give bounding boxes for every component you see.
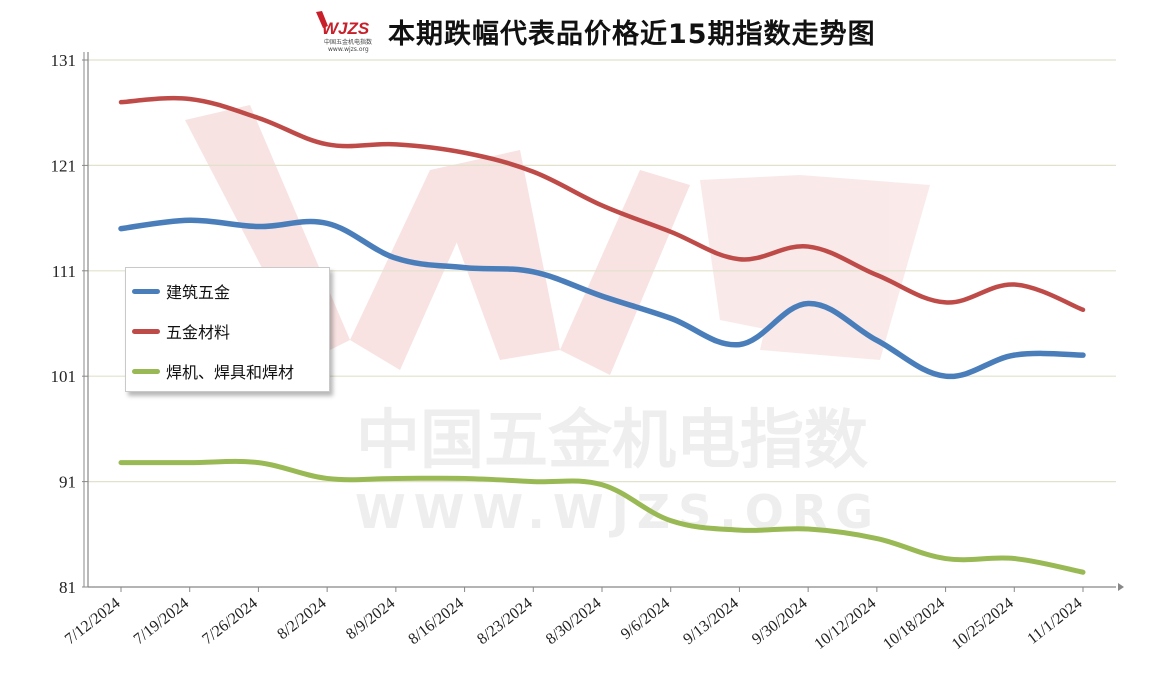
y-tick-label: 131 [51, 51, 77, 70]
x-axis-arrow [1118, 583, 1124, 591]
logo-url: www.wjzs.org [328, 46, 369, 53]
legend-item-series-1: 建筑五金 [132, 279, 230, 303]
y-tick-label: 101 [51, 367, 77, 386]
x-tick-label: 7/26/2024 [199, 595, 261, 648]
x-tick-label: 8/2/2024 [274, 595, 329, 643]
series-lines [118, 95, 1086, 575]
x-tick-label: 8/23/2024 [474, 595, 536, 648]
legend-label-series-1: 建筑五金 [166, 283, 231, 302]
x-tick-label: 9/30/2024 [749, 595, 811, 648]
x-tick-label: 10/12/2024 [811, 595, 879, 653]
legend-swatch-series-3 [132, 368, 160, 374]
legend-item-series-2: 五金材料 [132, 319, 230, 343]
legend: 建筑五金 五金材料 焊机、焊具和焊材 [125, 267, 330, 392]
watermark-line1: 中国五金机电指数 [356, 404, 868, 478]
y-tick-label: 91 [59, 473, 76, 492]
x-tick-label: 9/6/2024 [618, 595, 673, 643]
y-tick-label: 121 [51, 156, 77, 175]
x-tick-label: 11/1/2024 [1024, 595, 1085, 648]
x-tick-label: 8/9/2024 [343, 595, 398, 643]
x-tick-label: 10/25/2024 [949, 595, 1017, 653]
legend-item-series-3: 焊机、焊具和焊材 [132, 359, 294, 383]
y-tick-label: 111 [52, 262, 76, 281]
legend-label-series-3: 焊机、焊具和焊材 [166, 363, 295, 382]
legend-label-series-2: 五金材料 [166, 323, 231, 342]
x-tick-label: 9/13/2024 [680, 595, 742, 648]
x-tick-label: 8/16/2024 [405, 595, 467, 648]
axes [82, 52, 1124, 592]
series-line-1 [118, 217, 1086, 380]
x-axis-ticks: 7/12/2024 7/19/2024 7/26/2024 8/2/2024 8/9/2… [62, 595, 1086, 653]
logo-wordmark: WJZS [322, 19, 370, 38]
chart-title: 本期跌幅代表品价格近15期指数走势图 [388, 19, 876, 50]
x-tick-label: 10/18/2024 [880, 595, 948, 653]
y-tick-label: 81 [59, 578, 76, 597]
x-tick-label: 8/30/2024 [543, 595, 605, 648]
legend-swatch-series-2 [132, 328, 160, 334]
x-tick-label: 7/12/2024 [62, 595, 124, 648]
x-tick-label: 7/19/2024 [131, 595, 193, 648]
y-axis-ticks: 81 91 101 111 121 131 [51, 51, 77, 597]
wjzs-logo: WJZS 中国五金机电指数 www.wjzs.org [314, 8, 374, 54]
legend-swatch-series-1 [132, 288, 160, 294]
logo-subtext: 中国五金机电指数 [324, 38, 372, 46]
